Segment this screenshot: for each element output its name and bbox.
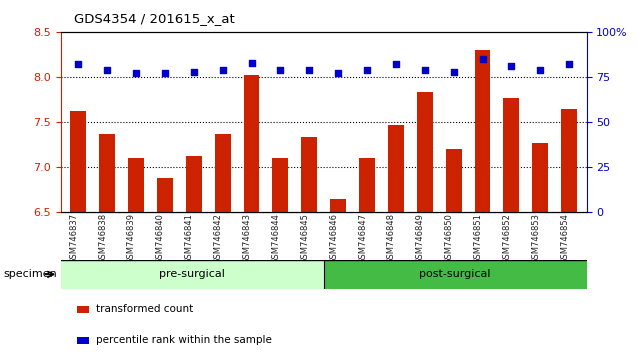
Point [160,70,170,76]
Point [73,62,83,67]
Text: GSM746850: GSM746850 [445,213,454,264]
Point [333,70,344,76]
Bar [359,158,375,212]
Text: GSM746843: GSM746843 [242,213,251,264]
Text: GSM746847: GSM746847 [358,213,367,264]
Bar [61,260,324,289]
Text: GSM746844: GSM746844 [271,213,280,264]
Point [362,67,372,73]
Bar [272,158,288,212]
Text: GSM746845: GSM746845 [300,213,309,264]
Bar [388,125,404,212]
Bar [562,109,577,212]
Point [506,63,517,69]
Point [102,67,112,73]
Bar [77,337,89,344]
Text: GSM746852: GSM746852 [503,213,512,264]
Point [535,67,545,73]
Bar [77,306,89,313]
Bar [186,155,202,212]
Text: post-surgical: post-surgical [419,269,491,279]
Text: transformed count: transformed count [96,304,193,314]
Bar [324,260,587,289]
Text: GSM746853: GSM746853 [531,213,540,264]
Point [217,67,228,73]
Bar [474,50,490,212]
Bar [71,111,86,212]
Text: GSM746848: GSM746848 [387,213,396,264]
Point [449,69,459,74]
Text: specimen: specimen [3,269,57,279]
Text: GSM746846: GSM746846 [329,213,338,264]
Bar [417,92,433,212]
Bar [157,178,173,212]
Text: GSM746849: GSM746849 [416,213,425,264]
Bar [330,199,346,212]
Point [420,67,430,73]
Bar [503,98,519,212]
Text: GSM746842: GSM746842 [213,213,222,264]
Point [304,67,314,73]
Bar [301,137,317,212]
Text: GSM746841: GSM746841 [185,213,194,264]
Bar [215,134,231,212]
Text: GSM746851: GSM746851 [474,213,483,264]
Text: pre-surgical: pre-surgical [160,269,225,279]
Point [246,60,256,65]
Point [564,62,574,67]
Text: GSM746840: GSM746840 [156,213,165,264]
Point [131,70,141,76]
Text: GSM746837: GSM746837 [69,213,78,264]
Point [391,62,401,67]
Text: percentile rank within the sample: percentile rank within the sample [96,335,271,346]
Point [275,67,285,73]
Bar [244,75,260,212]
Bar [445,149,462,212]
Point [188,69,199,74]
Text: GSM746838: GSM746838 [98,213,107,264]
Bar [533,143,548,212]
Bar [128,158,144,212]
Text: GDS4354 / 201615_x_at: GDS4354 / 201615_x_at [74,12,235,25]
Text: GSM746854: GSM746854 [560,213,569,264]
Bar [99,134,115,212]
Text: GSM746839: GSM746839 [127,213,136,264]
Point [478,56,488,62]
